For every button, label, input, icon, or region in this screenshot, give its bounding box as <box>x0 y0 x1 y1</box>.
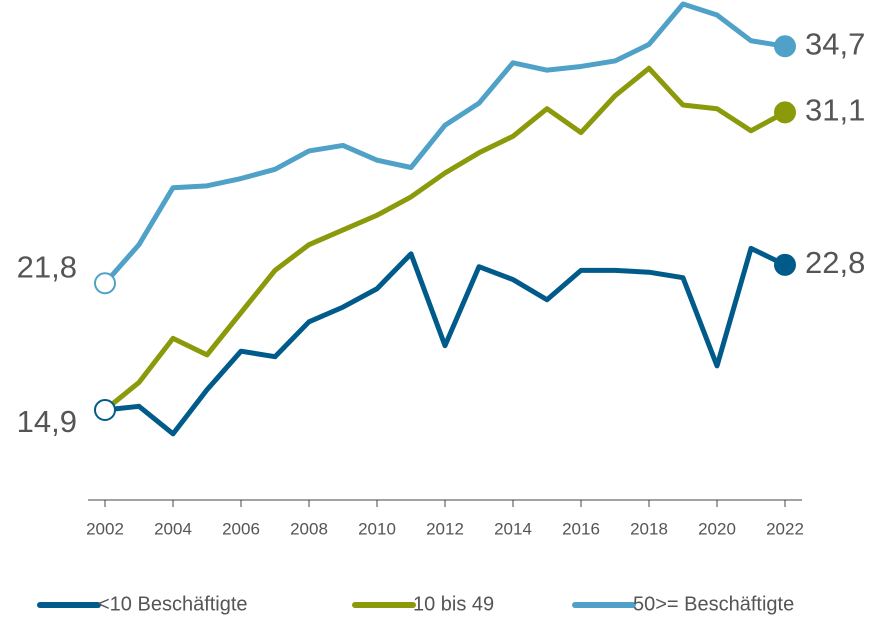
x-tick-label: 2014 <box>494 519 532 538</box>
x-tick-label: 2016 <box>562 519 600 538</box>
end-marker <box>774 101 796 124</box>
end-marker <box>774 35 796 58</box>
legend-label: 50>= Beschäftigte <box>633 593 794 615</box>
x-tick-label: 2012 <box>426 519 464 538</box>
x-tick-label: 2006 <box>222 519 260 538</box>
legend-label: 10 bis 49 <box>413 593 494 615</box>
x-tick-label: 2010 <box>358 519 396 538</box>
x-tick-label: 2020 <box>698 519 736 538</box>
series-line <box>104 245 787 437</box>
end-marker <box>774 253 796 276</box>
series-line <box>103 1 786 285</box>
legend-label: <10 Beschäftigte <box>98 593 248 615</box>
x-tick-label: 2022 <box>766 519 804 538</box>
value-label: 31,1 <box>805 93 865 128</box>
series-line <box>103 65 787 412</box>
value-label: 34,7 <box>805 26 865 61</box>
value-label: 21,8 <box>17 249 77 284</box>
value-label: 22,8 <box>805 245 865 280</box>
x-tick-label: 2018 <box>630 519 668 538</box>
start-marker <box>94 272 116 295</box>
start-marker <box>94 398 116 421</box>
value-label: 14,9 <box>17 404 77 439</box>
x-tick-label: 2002 <box>86 519 124 538</box>
x-tick-label: 2008 <box>290 519 328 538</box>
x-tick-label: 2004 <box>154 519 192 538</box>
